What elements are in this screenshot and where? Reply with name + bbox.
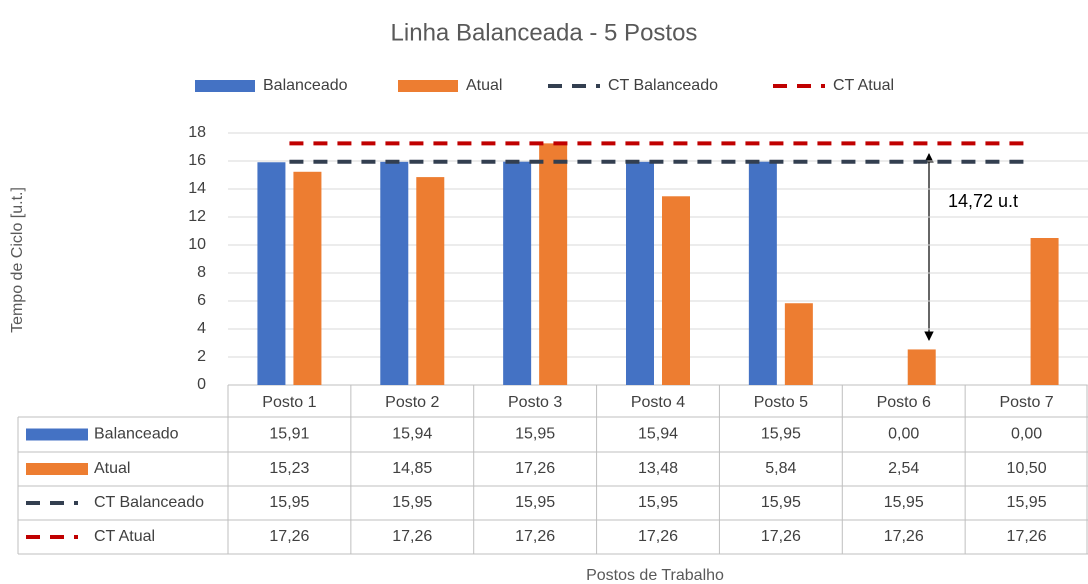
legend-label: CT Balanceado (608, 77, 718, 94)
table-cell: 15,95 (269, 494, 309, 511)
table-cell: 15,95 (638, 494, 678, 511)
y-tick-label: 2 (197, 348, 206, 365)
table-cell: 15,95 (761, 426, 801, 443)
y-tick-label: 18 (188, 124, 206, 141)
table-cell: 15,95 (1007, 494, 1047, 511)
legend-key (26, 463, 88, 475)
y-axis-label: Tempo de Ciclo [u.t.] (9, 187, 26, 333)
bar (748, 161, 777, 385)
x-tick-label: Posto 6 (877, 394, 931, 411)
legend-key (195, 80, 255, 92)
bar (380, 161, 409, 385)
y-tick-label: 16 (188, 152, 206, 169)
table-cell: 15,95 (761, 494, 801, 511)
table-cell: 17,26 (515, 528, 555, 545)
table-cell: 17,26 (392, 528, 432, 545)
table-cell: 17,26 (761, 528, 801, 545)
annotation: 14,72 u.t (948, 191, 1018, 211)
table-row-label: CT Atual (94, 528, 155, 545)
bar (662, 196, 690, 385)
chart-title: Linha Balanceada - 5 Postos (391, 19, 698, 46)
table-cell: 15,94 (392, 426, 432, 443)
table-cell: 15,95 (515, 494, 555, 511)
x-tick-label: Posto 4 (631, 394, 685, 411)
bar (257, 162, 286, 385)
table-cell: 17,26 (884, 528, 924, 545)
table-cell: 2,54 (888, 460, 919, 477)
bar (539, 143, 568, 385)
table-cell: 15,95 (515, 426, 555, 443)
table-cell: 5,84 (765, 460, 796, 477)
x-tick-label: Posto 5 (754, 394, 808, 411)
table-row-label: Atual (94, 460, 130, 477)
table-cell: 15,95 (884, 494, 924, 511)
legend-label: Atual (466, 77, 502, 94)
y-tick-label: 4 (197, 320, 206, 337)
x-tick-label: Posto 7 (999, 394, 1053, 411)
y-tick-label: 0 (197, 376, 206, 393)
table-cell: 15,94 (638, 426, 678, 443)
x-tick-label: Posto 1 (262, 394, 316, 411)
table-row-label: Balanceado (94, 426, 179, 443)
bar (503, 161, 532, 385)
bar (416, 177, 445, 385)
table-cell: 15,91 (269, 426, 309, 443)
bar (626, 161, 654, 385)
table-cell: 15,23 (269, 460, 309, 477)
table-cell: 17,26 (515, 460, 555, 477)
legend-key (26, 428, 88, 441)
x-axis-label: Postos de Trabalho (586, 567, 724, 584)
legend-key (398, 80, 458, 92)
table-cell: 0,00 (888, 426, 919, 443)
y-tick-label: 6 (197, 292, 206, 309)
legend-label: Balanceado (263, 77, 348, 94)
bar (1030, 238, 1059, 385)
table-cell: 13,48 (638, 460, 678, 477)
table-cell: 17,26 (269, 528, 309, 545)
table-row-label: CT Balanceado (94, 494, 204, 511)
table-cell: 17,26 (638, 528, 678, 545)
y-tick-label: 10 (188, 236, 206, 253)
table-cell: 10,50 (1007, 460, 1047, 477)
bar (293, 171, 322, 385)
y-tick-label: 8 (197, 264, 206, 281)
x-tick-label: Posto 3 (508, 394, 562, 411)
table-cell: 0,00 (1011, 426, 1042, 443)
bar (784, 303, 813, 385)
table-cell: 17,26 (1007, 528, 1047, 545)
bar (907, 349, 936, 385)
table-cell: 15,95 (392, 494, 432, 511)
y-tick-label: 12 (188, 208, 206, 225)
legend-label: CT Atual (833, 77, 894, 94)
y-tick-label: 14 (188, 180, 206, 197)
x-tick-label: Posto 2 (385, 394, 439, 411)
table-cell: 14,85 (392, 460, 432, 477)
